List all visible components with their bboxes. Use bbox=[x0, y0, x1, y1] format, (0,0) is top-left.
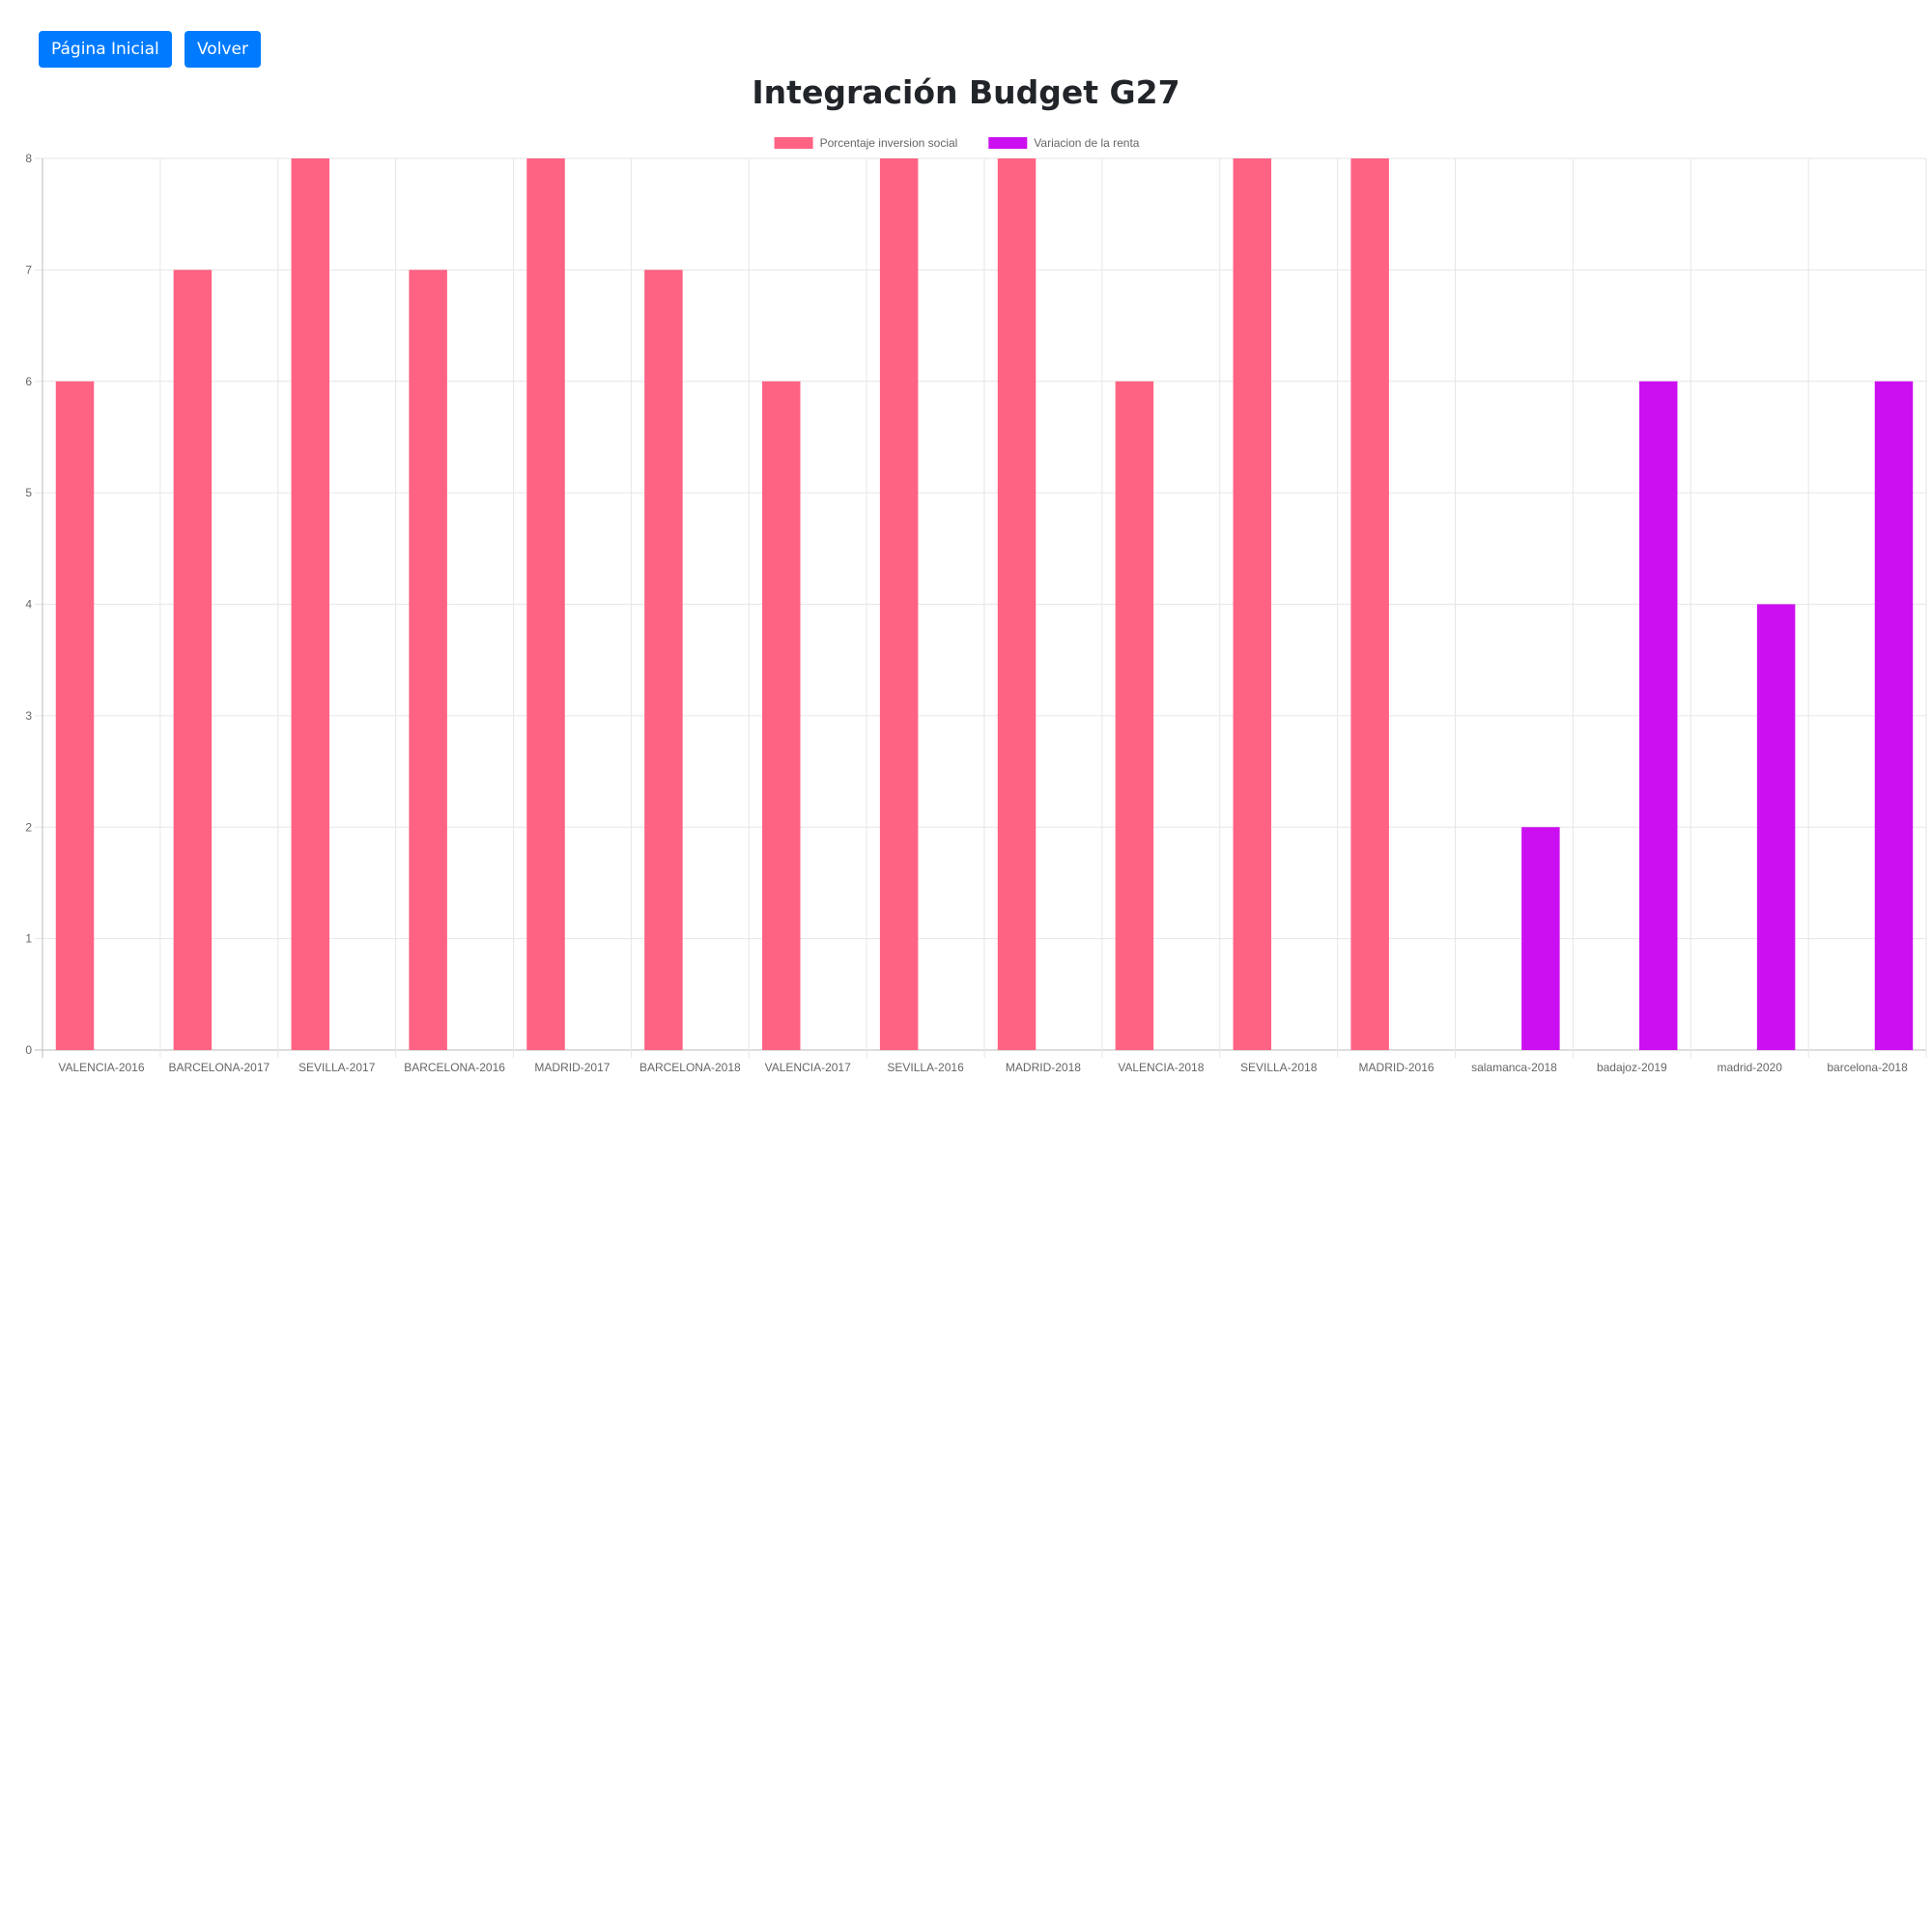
bar-badajoz-2019[interactable] bbox=[1638, 381, 1678, 1050]
bar-valencia-2017[interactable] bbox=[762, 381, 801, 1050]
chart-bars bbox=[55, 158, 1914, 1051]
y-tick-label: 5 bbox=[25, 486, 32, 499]
x-tick-label: VALENCIA-2017 bbox=[765, 1061, 851, 1074]
chart-grid bbox=[35, 157, 1927, 1058]
bar-madrid-2016[interactable] bbox=[1350, 158, 1389, 1050]
bar-madrid-2018[interactable] bbox=[997, 158, 1037, 1050]
y-tick-label: 7 bbox=[25, 263, 32, 276]
x-tick-label: VALENCIA-2016 bbox=[58, 1061, 144, 1074]
bar-valencia-2018[interactable] bbox=[1115, 381, 1154, 1050]
y-tick-label: 0 bbox=[25, 1043, 32, 1057]
x-tick-label: BARCELONA-2016 bbox=[404, 1061, 505, 1074]
y-tick-label: 3 bbox=[25, 709, 32, 723]
bar-sevilla-2018[interactable] bbox=[1233, 158, 1272, 1050]
x-tick-label: salamanca-2018 bbox=[1471, 1061, 1557, 1074]
y-tick-label: 1 bbox=[25, 932, 32, 946]
x-tick-label: SEVILLA-2016 bbox=[887, 1061, 964, 1074]
bar-madrid-2020[interactable] bbox=[1756, 604, 1796, 1051]
y-tick-label: 2 bbox=[25, 820, 32, 834]
y-tick-label: 6 bbox=[25, 375, 32, 388]
bar-chart: Porcentaje inversion social Variacion de … bbox=[25, 136, 1927, 1074]
bar-barcelona-2016[interactable] bbox=[409, 270, 447, 1050]
bar-madrid-2017[interactable] bbox=[526, 158, 565, 1050]
home-button[interactable]: Página Inicial bbox=[39, 31, 172, 68]
back-button[interactable]: Volver bbox=[185, 31, 261, 68]
bar-sevilla-2017[interactable] bbox=[291, 158, 330, 1050]
legend-label: Variacion de la renta bbox=[1034, 136, 1140, 150]
x-tick-label: VALENCIA-2018 bbox=[1118, 1061, 1204, 1074]
bar-barcelona-2017[interactable] bbox=[173, 270, 213, 1050]
bar-barcelona-2018[interactable] bbox=[644, 270, 683, 1050]
chart-legend: Porcentaje inversion social Variacion de … bbox=[774, 136, 1140, 150]
x-tick-label: SEVILLA-2018 bbox=[1240, 1061, 1318, 1074]
bar-salamanca-2018[interactable] bbox=[1521, 827, 1560, 1050]
bar-barcelona-2018[interactable] bbox=[1874, 381, 1914, 1050]
legend-swatch bbox=[988, 137, 1028, 149]
legend-label: Porcentaje inversion social bbox=[820, 136, 958, 150]
x-tick-label: SEVILLA-2017 bbox=[298, 1061, 376, 1074]
x-tick-label: madrid-2020 bbox=[1718, 1061, 1783, 1074]
bar-valencia-2016[interactable] bbox=[55, 381, 95, 1050]
x-axis: VALENCIA-2016 BARCELONA-2017 SEVILLA-2017 B… bbox=[58, 1061, 1908, 1074]
x-tick-label: badajoz-2019 bbox=[1597, 1061, 1667, 1074]
x-tick-label: BARCELONA-2018 bbox=[639, 1061, 741, 1074]
x-tick-label: MADRID-2017 bbox=[534, 1061, 610, 1074]
bar-sevilla-2016[interactable] bbox=[879, 158, 919, 1050]
x-tick-label: BARCELONA-2017 bbox=[168, 1061, 270, 1074]
x-tick-label: barcelona-2018 bbox=[1827, 1061, 1908, 1074]
y-tick-label: 8 bbox=[25, 152, 32, 165]
x-tick-label: MADRID-2018 bbox=[1006, 1061, 1081, 1074]
y-axis: 0 1 2 3 4 5 6 7 8 bbox=[25, 152, 32, 1057]
page-title: Integración Budget G27 bbox=[752, 73, 1180, 111]
legend-swatch bbox=[774, 137, 813, 149]
x-tick-label: MADRID-2016 bbox=[1359, 1061, 1435, 1074]
y-tick-label: 4 bbox=[25, 598, 32, 611]
